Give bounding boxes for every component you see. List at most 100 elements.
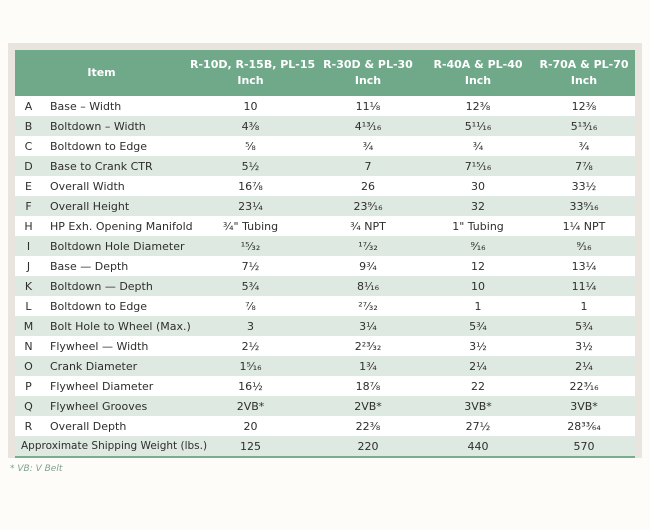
header-unit-label: Inch bbox=[354, 74, 382, 87]
cell-value: 3½ bbox=[533, 336, 635, 356]
row-item-label: Crank Diameter bbox=[42, 356, 188, 376]
cell-value: 5¾ bbox=[188, 276, 313, 296]
row-item-label: Boltdown to Edge bbox=[42, 296, 188, 316]
row-item-label: Boltdown Hole Diameter bbox=[42, 236, 188, 256]
table-row: R Overall Depth 20 22⅜ 27½ 28³³⁄₆₄ bbox=[15, 416, 635, 436]
row-item-label: Flywheel Diameter bbox=[42, 376, 188, 396]
cell-value: 20 bbox=[188, 416, 313, 436]
row-letter: O bbox=[15, 356, 42, 376]
footnote: * VB: V Belt bbox=[10, 464, 63, 474]
cell-value: 12⅜ bbox=[423, 96, 533, 116]
cell-value: ⅝ bbox=[188, 136, 313, 156]
cell-value: 11⅛ bbox=[313, 96, 423, 116]
cell-value: 1⁵⁄₁₆ bbox=[188, 356, 313, 376]
cell-value: ¾ bbox=[313, 136, 423, 156]
row-letter: K bbox=[15, 276, 42, 296]
cell-value: 440 bbox=[423, 436, 533, 457]
cell-value: 7½ bbox=[188, 256, 313, 276]
row-letter: M bbox=[15, 316, 42, 336]
row-letter: E bbox=[15, 176, 42, 196]
cell-value: 1 bbox=[423, 296, 533, 316]
cell-value: ¹⁷⁄₃₂ bbox=[313, 236, 423, 256]
cell-value: 18⅞ bbox=[313, 376, 423, 396]
cell-value: ¾ bbox=[533, 136, 635, 156]
row-item-label: Base to Crank CTR bbox=[42, 156, 188, 176]
table-row: Approximate Shipping Weight (lbs.) 125 220… bbox=[15, 436, 635, 457]
cell-value: ¾ NPT bbox=[313, 216, 423, 236]
cell-value: 10 bbox=[188, 96, 313, 116]
cell-value: 1" Tubing bbox=[423, 216, 533, 236]
row-letter: D bbox=[15, 156, 42, 176]
row-item-label: Boltdown — Depth bbox=[42, 276, 188, 296]
table-row: Q Flywheel Grooves 2VB* 2VB* 3VB* 3VB* bbox=[15, 396, 635, 416]
cell-value: 9¾ bbox=[313, 256, 423, 276]
cell-value: 1¼ NPT bbox=[533, 216, 635, 236]
spec-table: Item R-10D, R-15B, PL-15 Inch R-30D & PL-30… bbox=[15, 50, 635, 458]
cell-value: 2½ bbox=[188, 336, 313, 356]
table-row: N Flywheel — Width 2½ 2²³⁄₃₂ 3½ 3½ bbox=[15, 336, 635, 356]
cell-value: 27½ bbox=[423, 416, 533, 436]
cell-value: 1¾ bbox=[313, 356, 423, 376]
row-letter: R bbox=[15, 416, 42, 436]
table-row: F Overall Height 23¼ 23⁹⁄₁₆ 32 33⁹⁄₁₆ bbox=[15, 196, 635, 216]
header-col-4: R-70A & PL-70 Inch bbox=[533, 50, 635, 96]
row-item-label: HP Exh. Opening Manifold bbox=[42, 216, 193, 236]
cell-value: 28³³⁄₆₄ bbox=[533, 416, 635, 436]
table-row: D Base to Crank CTR 5½ 7 7¹⁵⁄₁₆ 7⅞ bbox=[15, 156, 635, 176]
cell-value: 5½ bbox=[188, 156, 313, 176]
cell-value: 4¹³⁄₁₆ bbox=[313, 116, 423, 136]
table-row: K Boltdown — Depth 5¾ 8¹⁄₁₆ 10 11¼ bbox=[15, 276, 635, 296]
cell-value: 2VB* bbox=[313, 396, 423, 416]
row-item-label: Flywheel — Width bbox=[42, 336, 188, 356]
header-unit-label: Inch bbox=[570, 74, 598, 87]
cell-value: 3¼ bbox=[313, 316, 423, 336]
table-row: I Boltdown Hole Diameter ¹⁵⁄₃₂ ¹⁷⁄₃₂ ⁹⁄₁₆ ⁹⁄₁… bbox=[15, 236, 635, 256]
cell-value: ¾ bbox=[423, 136, 533, 156]
cell-value: 23⁹⁄₁₆ bbox=[313, 196, 423, 216]
row-letter: N bbox=[15, 336, 42, 356]
cell-value: 16½ bbox=[188, 376, 313, 396]
header-item-label: Item bbox=[15, 50, 188, 96]
cell-value: 30 bbox=[423, 176, 533, 196]
header-col-3: R-40A & PL-40 Inch bbox=[423, 50, 533, 96]
header-row: Item R-10D, R-15B, PL-15 Inch R-30D & PL-30… bbox=[15, 50, 635, 96]
row-item-label: Flywheel Grooves bbox=[42, 396, 188, 416]
cell-value: 26 bbox=[313, 176, 423, 196]
row-item-label: Overall Height bbox=[42, 196, 188, 216]
cell-value: 7¹⁵⁄₁₆ bbox=[423, 156, 533, 176]
cell-value: 1 bbox=[533, 296, 635, 316]
table-row: O Crank Diameter 1⁵⁄₁₆ 1¾ 2¼ 2¼ bbox=[15, 356, 635, 376]
row-letter: A bbox=[15, 96, 42, 116]
row-letter: Q bbox=[15, 396, 42, 416]
row-letter: I bbox=[15, 236, 42, 256]
cell-value: ⅞ bbox=[188, 296, 313, 316]
cell-value: 23¼ bbox=[188, 196, 313, 216]
cell-value: 5¹¹⁄₁₆ bbox=[423, 116, 533, 136]
table-row: B Boltdown – Width 4⅜ 4¹³⁄₁₆ 5¹¹⁄₁₆ 5¹³⁄₁₆ bbox=[15, 116, 635, 136]
table-body: A Base – Width 10 11⅛ 12⅜ 12⅜ B Boltdown – Widt… bbox=[15, 96, 635, 457]
cell-value: 3VB* bbox=[533, 396, 635, 416]
header-model-name: R-30D & PL-30 bbox=[323, 58, 413, 72]
cell-value: 10 bbox=[423, 276, 533, 296]
row-letter: P bbox=[15, 376, 42, 396]
cell-value: ¾" Tubing bbox=[188, 216, 313, 236]
cell-value: 2¼ bbox=[423, 356, 533, 376]
cell-value: 12⅜ bbox=[533, 96, 635, 116]
header-unit-label: Inch bbox=[464, 74, 492, 87]
table-row: M Bolt Hole to Wheel (Max.) 3 3¼ 5¾ 5¾ bbox=[15, 316, 635, 336]
header-model-name: R-70A & PL-70 bbox=[539, 58, 629, 72]
cell-value: 2VB* bbox=[188, 396, 313, 416]
cell-value: 7 bbox=[313, 156, 423, 176]
cell-value: 570 bbox=[533, 436, 635, 457]
row-letter: L bbox=[15, 296, 42, 316]
cell-value: 33½ bbox=[533, 176, 635, 196]
cell-value: 11¼ bbox=[533, 276, 635, 296]
table-row: A Base – Width 10 11⅛ 12⅜ 12⅜ bbox=[15, 96, 635, 116]
cell-value: ²⁷⁄₃₂ bbox=[313, 296, 423, 316]
header-col-2: R-30D & PL-30 Inch bbox=[313, 50, 423, 96]
cell-value: 22 bbox=[423, 376, 533, 396]
cell-value: 2²³⁄₃₂ bbox=[313, 336, 423, 356]
cell-value: 13¼ bbox=[533, 256, 635, 276]
row-item-label: Overall Width bbox=[42, 176, 188, 196]
cell-value: 5¹³⁄₁₆ bbox=[533, 116, 635, 136]
